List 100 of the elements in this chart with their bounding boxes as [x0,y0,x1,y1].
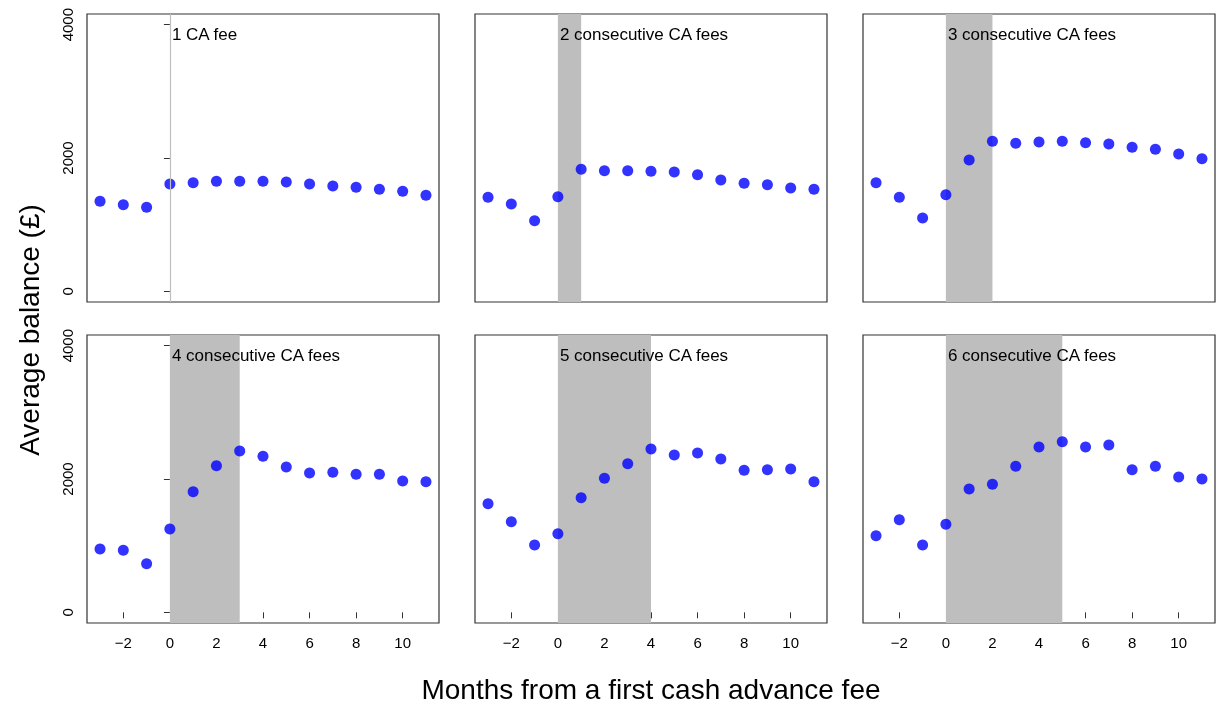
ref-line-label: 1 CA fee [171,25,238,44]
x-tick-label: 6 [693,634,702,651]
point [187,177,199,189]
point [598,165,610,177]
point [1010,137,1022,149]
point [715,174,727,186]
point [373,183,385,195]
point [893,514,905,526]
x-axis-title: Months from a first cash advance fee [421,674,881,706]
x-tick-label: −2 [502,634,520,651]
point [1126,464,1138,476]
x-tick-label: −2 [114,634,132,651]
point [117,544,129,556]
x-tick-label: 2 [988,634,997,651]
y-tick-label: 0 [59,608,76,617]
point [164,523,176,535]
point [808,183,820,195]
point [397,475,409,487]
point [715,453,727,465]
x-tick-label: 10 [782,634,800,651]
point [141,558,153,570]
point [940,189,952,201]
x-tick-label: 10 [1170,634,1188,651]
point [893,191,905,203]
point [552,191,564,203]
point [280,176,292,188]
x-tick-label: 4 [1034,634,1044,651]
y-tick-label: 4000 [59,328,76,363]
point [373,468,385,480]
point [1056,135,1068,147]
point [1149,143,1161,155]
point [1196,153,1208,165]
point [870,177,882,189]
point [622,165,634,177]
point [1126,141,1138,153]
point [645,165,657,177]
band-label: 5 consecutive CA fees [559,346,729,365]
point [1149,460,1161,472]
point [505,516,517,528]
point [210,460,222,472]
x-tick-label: 8 [1127,634,1137,651]
point [598,472,610,484]
point [645,443,657,455]
point [141,201,153,213]
band-label: 3 consecutive CA fees [947,25,1117,44]
point [505,198,517,210]
y-tick-label: 4000 [59,7,76,42]
point [622,458,634,470]
point [280,461,292,473]
point [575,492,587,504]
x-tick-label: 0 [941,634,951,651]
point [117,199,129,211]
point [482,498,494,510]
x-tick-label: 6 [305,634,314,651]
y-tick-label: 2000 [59,141,76,175]
point [210,175,222,187]
point [761,179,773,191]
point [1196,473,1208,485]
point [808,476,820,488]
band-label: 2 consecutive CA fees [559,25,729,44]
point [738,464,750,476]
x-tick-label: 0 [553,634,563,651]
point [350,468,362,480]
point [692,169,704,181]
point [397,185,409,197]
point [234,175,246,187]
y-tick-label: 2000 [59,462,76,496]
point [327,180,339,192]
y-tick-label: 0 [59,287,76,296]
point [963,154,975,166]
point [668,449,680,461]
point [785,463,797,475]
point [552,528,564,540]
point [986,478,998,490]
x-tick-label: 0 [165,634,175,651]
point [1033,136,1045,148]
point [1103,439,1115,451]
point [257,450,269,462]
point [738,177,750,189]
point [692,447,704,459]
x-tick-label: −2 [890,634,908,651]
y-axis-title: Average balance (£) [14,204,46,456]
x-tick-label: 4 [646,634,656,651]
x-tick-label: 2 [212,634,221,651]
point [1080,441,1092,453]
point [529,215,541,227]
band-label: 6 consecutive CA fees [947,346,1117,365]
point [986,135,998,147]
point [917,539,929,551]
point [940,518,952,530]
point [234,445,246,457]
point [1056,436,1068,448]
point [482,191,494,203]
point [668,166,680,178]
point [963,483,975,495]
point [304,178,316,190]
point [529,539,541,551]
point [917,212,929,224]
point [94,195,106,207]
point [1173,148,1185,160]
